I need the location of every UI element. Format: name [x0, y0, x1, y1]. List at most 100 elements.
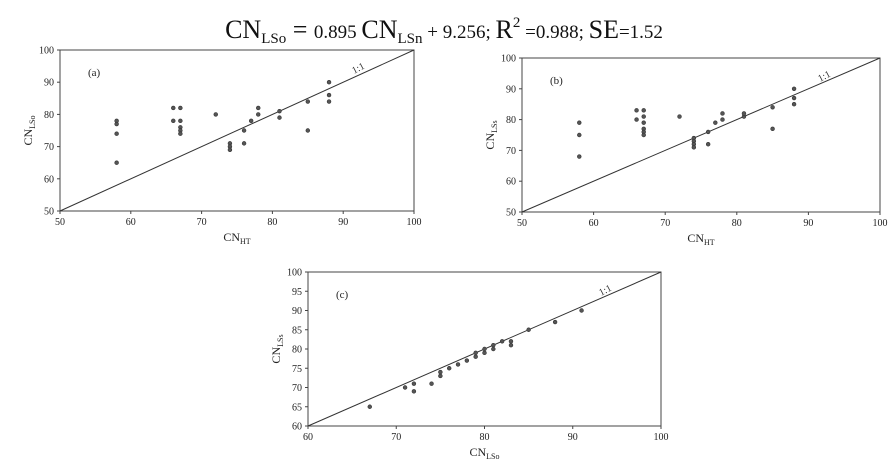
eq-coef: 0.895 — [314, 22, 357, 43]
data-point — [402, 385, 408, 390]
data-point — [114, 131, 119, 136]
y-axis-label-sub: LSs — [490, 120, 499, 132]
data-point — [741, 111, 747, 116]
eq-r2-value: =0.988; — [520, 22, 584, 43]
data-point — [720, 117, 725, 122]
eq-rhs-sub: LSn — [398, 31, 424, 47]
data-point — [256, 112, 261, 117]
x-tick-label: 100 — [654, 432, 669, 443]
x-tick-label: 60 — [126, 217, 136, 228]
data-point — [277, 115, 282, 120]
x-tick-label: 70 — [660, 218, 670, 229]
data-point — [552, 319, 558, 325]
data-point — [114, 160, 119, 165]
data-point — [114, 121, 119, 127]
x-axis-label: CNLSo — [469, 445, 499, 461]
y-tick-label: 100 — [501, 54, 516, 65]
data-point — [641, 132, 646, 138]
y-tick-label: 50 — [506, 208, 516, 219]
x-tick-label: 80 — [480, 432, 490, 443]
y-tick-label: 100 — [39, 46, 54, 57]
data-point — [305, 99, 310, 104]
y-tick-label: 100 — [287, 268, 302, 279]
data-point — [634, 117, 639, 122]
data-point — [178, 105, 183, 111]
x-axis-label-sub: HT — [240, 237, 251, 246]
x-tick-label: 60 — [303, 432, 313, 443]
data-point — [455, 362, 461, 367]
x-tick-label: 70 — [197, 217, 207, 228]
data-point — [791, 86, 797, 92]
data-point — [326, 92, 332, 98]
data-point — [508, 342, 514, 348]
data-point — [691, 145, 697, 150]
eq-r2-label: R — [496, 15, 514, 44]
y-axis-label-sub: LSo — [28, 115, 37, 128]
data-point — [641, 120, 646, 125]
data-point — [305, 128, 310, 133]
data-point — [171, 105, 176, 111]
y-tick-label: 65 — [292, 402, 302, 413]
y-tick-label: 50 — [44, 207, 54, 218]
x-tick-label: 70 — [391, 432, 401, 443]
y-tick-label: 60 — [44, 174, 54, 185]
x-tick-label: 50 — [517, 218, 527, 229]
data-point — [577, 120, 582, 125]
x-axis-label: CNHT — [687, 231, 714, 247]
panel-label: (c) — [336, 289, 349, 301]
y-axis-label-main: CN — [21, 129, 35, 146]
data-point — [634, 108, 639, 113]
x-axis-label-main: CN — [687, 231, 704, 245]
data-point — [438, 373, 443, 379]
eq-equals: = — [286, 15, 314, 44]
data-point — [241, 141, 247, 146]
x-tick-label: 80 — [267, 217, 277, 228]
eq-se-label: SE — [589, 15, 619, 44]
data-point — [641, 114, 646, 119]
y-tick-label: 90 — [506, 84, 516, 95]
data-point — [705, 142, 711, 147]
y-axis-label: CNLSs — [269, 334, 285, 363]
x-tick-label: 80 — [732, 218, 742, 229]
x-axis-label-main: CN — [469, 445, 486, 459]
y-axis-label-main: CN — [483, 133, 497, 150]
y-tick-label: 60 — [506, 177, 516, 188]
y-tick-label: 60 — [292, 422, 302, 433]
data-point — [482, 350, 487, 356]
y-tick-label: 90 — [44, 78, 54, 89]
plot-frame — [521, 57, 881, 213]
y-tick-label: 80 — [292, 345, 302, 356]
x-tick-label: 60 — [589, 218, 599, 229]
y-tick-label: 75 — [292, 364, 302, 375]
data-point — [411, 381, 417, 386]
data-point — [326, 99, 332, 104]
y-axis-label: CNLSs — [483, 120, 499, 149]
data-point — [464, 358, 470, 363]
x-axis-label: CNHT — [223, 230, 250, 246]
x-axis-label-sub: HT — [704, 238, 715, 247]
data-point — [579, 308, 584, 313]
eq-rhs: CN — [361, 15, 397, 44]
data-point — [411, 389, 417, 394]
data-point — [171, 118, 176, 124]
data-point — [791, 101, 797, 107]
panel-label: (b) — [550, 75, 563, 87]
data-point — [526, 327, 531, 332]
data-point — [256, 105, 261, 111]
data-point — [178, 131, 183, 136]
x-tick-label: 90 — [338, 217, 348, 228]
one-to-one-line — [521, 57, 881, 213]
y-tick-label: 85 — [292, 325, 302, 336]
y-axis-label-main: CN — [269, 347, 283, 364]
y-axis-label-sub: LSs — [276, 334, 285, 346]
data-point — [473, 350, 478, 356]
eq-r2-sup: 2 — [513, 15, 521, 31]
y-tick-label: 80 — [506, 115, 516, 126]
x-tick-label: 50 — [55, 217, 65, 228]
data-point — [438, 369, 443, 375]
reference-line-label: 1:1 — [816, 69, 832, 85]
